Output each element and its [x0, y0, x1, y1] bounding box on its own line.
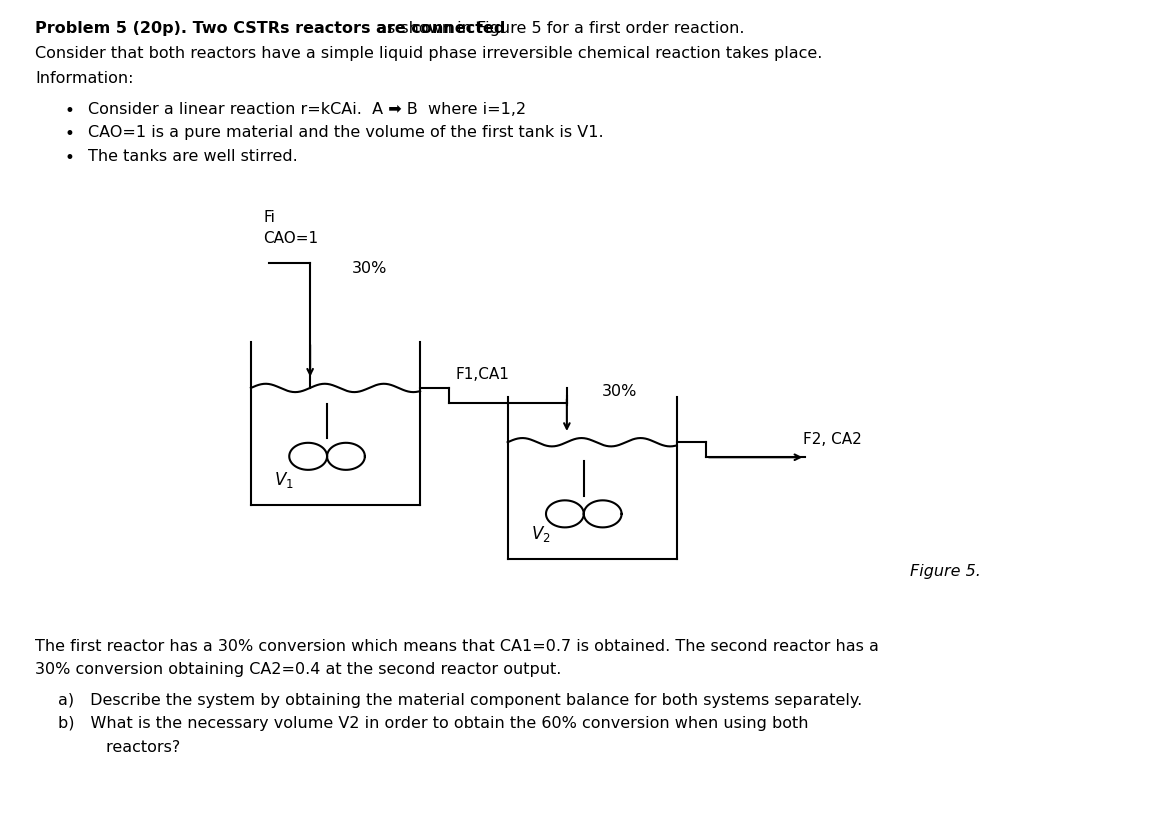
Text: •: •: [64, 149, 74, 167]
Text: Problem 5 (20p). Two CSTRs reactors are connected: Problem 5 (20p). Two CSTRs reactors are …: [35, 21, 505, 36]
Text: The tanks are well stirred.: The tanks are well stirred.: [88, 149, 298, 164]
Text: •: •: [64, 102, 74, 120]
Text: Information:: Information:: [35, 71, 133, 86]
Text: CAO=1: CAO=1: [264, 231, 319, 246]
Text: a) Describe the system by obtaining the material component balance for both syst: a) Describe the system by obtaining the …: [58, 693, 862, 708]
Text: 30%: 30%: [351, 261, 387, 276]
Text: Consider that both reactors have a simple liquid phase irreversible chemical rea: Consider that both reactors have a simpl…: [35, 46, 823, 61]
Text: F2, CA2: F2, CA2: [803, 433, 861, 448]
Text: $V_2$: $V_2$: [531, 524, 551, 544]
Text: as shown in Figure 5 for a first order reaction.: as shown in Figure 5 for a first order r…: [372, 21, 745, 36]
Text: The first reactor has a 30% conversion which means that CA1=0.7 is obtained. The: The first reactor has a 30% conversion w…: [35, 639, 879, 654]
Text: Figure 5.: Figure 5.: [910, 564, 981, 579]
Text: b) What is the necessary volume V2 in order to obtain the 60% conversion when us: b) What is the necessary volume V2 in or…: [58, 716, 809, 731]
Text: F1,CA1: F1,CA1: [455, 367, 509, 382]
Text: Fi: Fi: [264, 210, 275, 225]
Text: 30%: 30%: [602, 384, 637, 399]
Text: CAO=1 is a pure material and the volume of the first tank is V1.: CAO=1 is a pure material and the volume …: [88, 125, 603, 140]
Text: $V_1$: $V_1$: [274, 470, 294, 490]
Text: Consider a linear reaction r=kCAi.  A ➡ B  where i=1,2: Consider a linear reaction r=kCAi. A ➡ B…: [88, 102, 525, 117]
Text: 30% conversion obtaining CA2=0.4 at the second reactor output.: 30% conversion obtaining CA2=0.4 at the …: [35, 662, 561, 677]
Text: reactors?: reactors?: [58, 740, 181, 755]
Text: •: •: [64, 125, 74, 144]
